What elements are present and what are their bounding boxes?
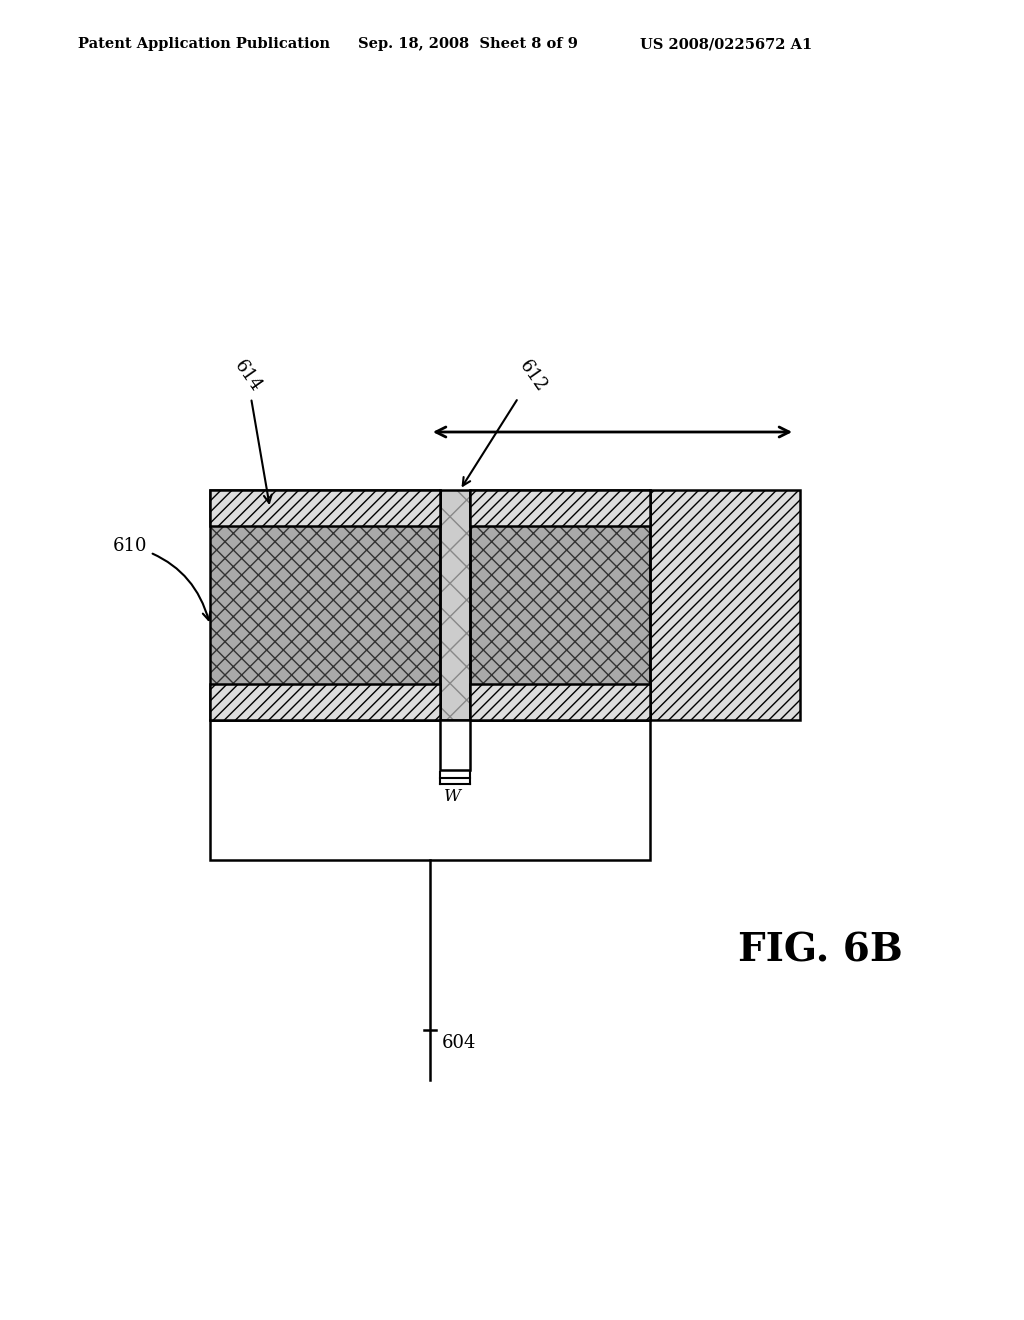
Text: 614: 614 — [230, 356, 271, 503]
Bar — [650, 490, 800, 719]
Text: Patent Application Publication: Patent Application Publication — [78, 37, 330, 51]
Bar — [440, 490, 470, 719]
Bar — [210, 719, 650, 861]
Bar — [470, 684, 650, 719]
Bar — [210, 684, 440, 719]
Bar — [210, 490, 440, 719]
Text: 604: 604 — [442, 1034, 476, 1052]
Bar — [470, 490, 650, 525]
Bar — [440, 719, 470, 770]
Bar — [210, 490, 440, 525]
Bar — [440, 490, 470, 719]
Bar — [210, 490, 440, 719]
Bar — [440, 490, 470, 719]
Bar — [210, 490, 440, 719]
Text: Sep. 18, 2008  Sheet 8 of 9: Sep. 18, 2008 Sheet 8 of 9 — [358, 37, 578, 51]
Text: US 2008/0225672 A1: US 2008/0225672 A1 — [640, 37, 812, 51]
Text: 610: 610 — [113, 537, 210, 620]
Text: W: W — [443, 788, 461, 805]
Bar — [470, 490, 650, 719]
Bar — [470, 490, 650, 719]
Bar — [470, 490, 650, 719]
Text: FIG. 6B: FIG. 6B — [737, 931, 902, 969]
Text: 612: 612 — [463, 356, 550, 486]
